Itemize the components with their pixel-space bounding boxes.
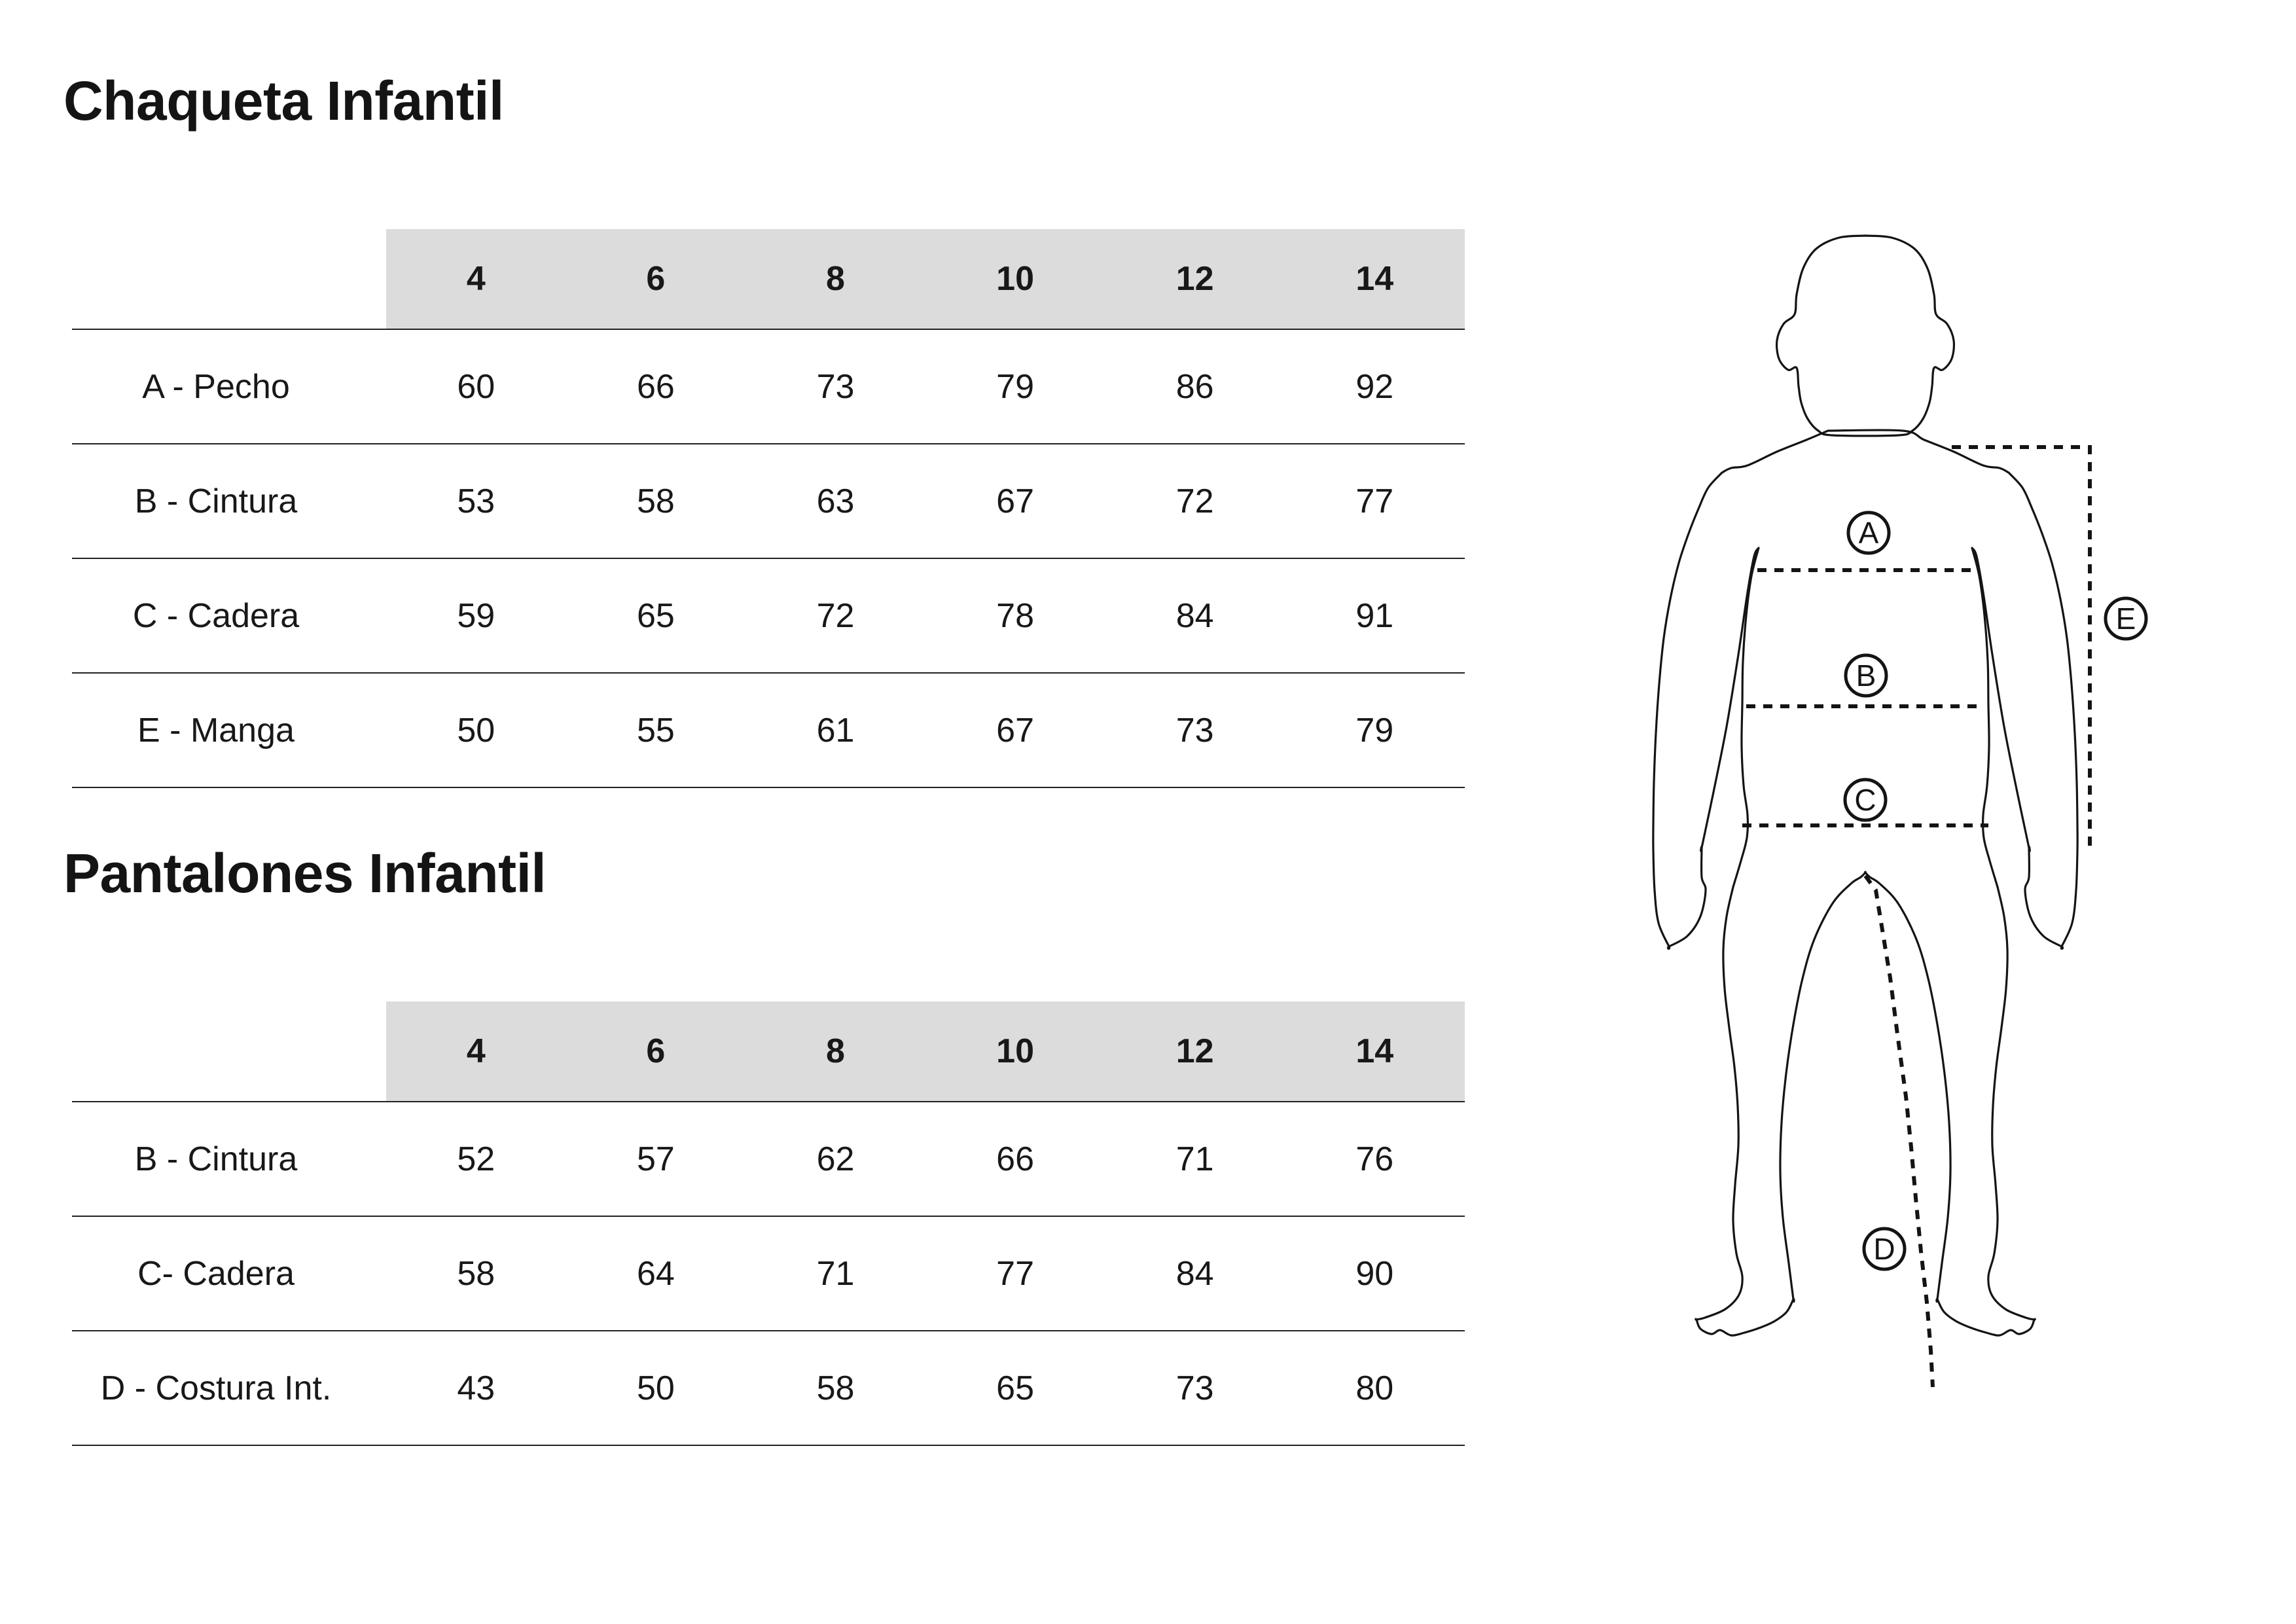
- svg-text:A: A: [1859, 516, 1879, 550]
- svg-text:E: E: [2116, 602, 2136, 636]
- svg-text:D: D: [1873, 1232, 1895, 1266]
- svg-text:C: C: [1854, 783, 1876, 817]
- svg-text:B: B: [1856, 659, 1876, 693]
